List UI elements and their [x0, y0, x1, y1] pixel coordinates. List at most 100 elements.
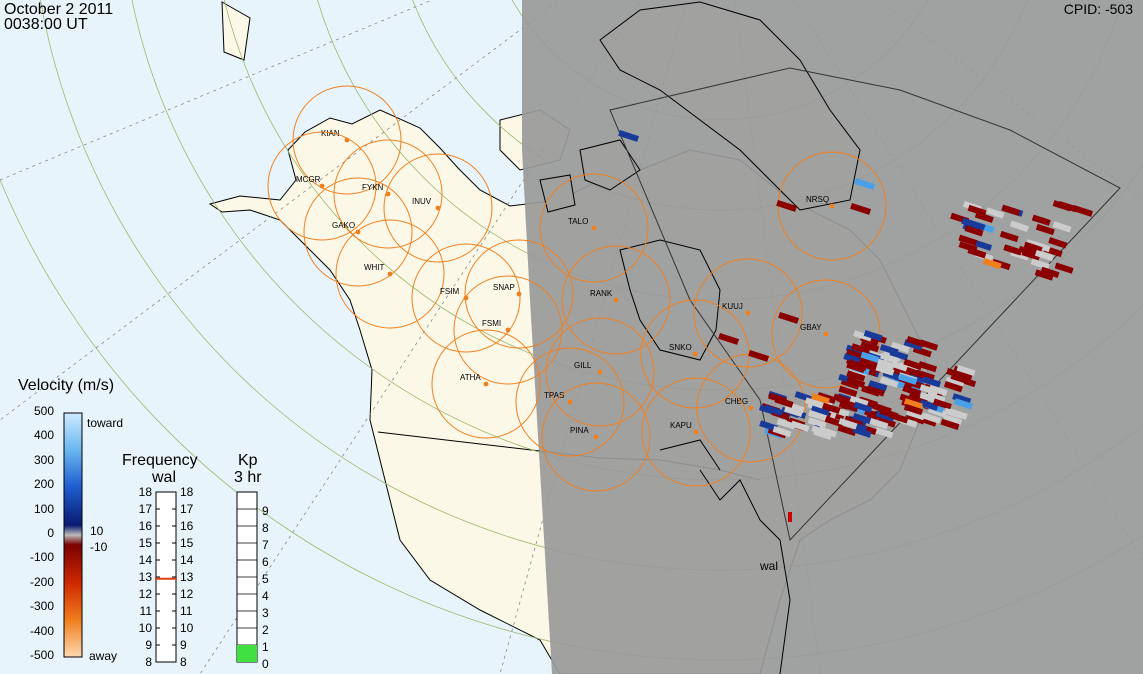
velocity-cell [1031, 214, 1051, 226]
station-site-dot [505, 327, 511, 333]
velocity-cell [1018, 245, 1038, 258]
station-label: KUUJ [722, 302, 743, 311]
velocity-cell [902, 385, 922, 397]
frequency-tick-label: 17 [180, 502, 194, 516]
velocity-cell [748, 349, 770, 362]
velocity-cell [838, 385, 858, 398]
velocity-cell [1003, 244, 1023, 256]
velocity-cell [839, 400, 859, 413]
velocity-cell [928, 384, 948, 397]
velocity-cell [838, 418, 858, 430]
station-fov-circle [335, 219, 445, 329]
velocity-cell [845, 348, 865, 361]
station-label: NRSQ [806, 195, 829, 204]
frequency-tick-label: 12 [180, 587, 194, 601]
velocity-cell [973, 239, 993, 251]
velocity-cell [889, 349, 909, 361]
frequency-tick-label: 18 [138, 485, 152, 499]
frequency-tick-label: 11 [180, 604, 193, 618]
velocity-cell [919, 399, 939, 411]
velocity-cell [918, 361, 938, 373]
kp-level-bar [237, 645, 257, 662]
station-fov-circle [411, 243, 521, 353]
velocity-cell [759, 420, 779, 432]
velocity-cell [843, 353, 863, 365]
velocity-cell [921, 412, 941, 424]
velocity-cell [1034, 269, 1054, 281]
kp-scale [236, 491, 258, 663]
velocity-cell [1052, 200, 1072, 212]
velocity-cell [903, 358, 923, 371]
neg-threshold-label: -10 [90, 540, 108, 554]
velocity-cell [861, 385, 881, 397]
velocity-cell [953, 370, 973, 382]
station-fov-circle [641, 377, 751, 487]
velocity-cell [1040, 266, 1060, 279]
velocity-cell [718, 332, 740, 345]
velocity-cell [1009, 220, 1029, 232]
station-site-dot [693, 429, 699, 435]
kp-tick-label: 1 [262, 639, 269, 654]
kp-tick-label: 5 [262, 571, 269, 586]
velocity-cell [778, 312, 800, 324]
velocity-cell [860, 340, 880, 353]
velocity-tick-label: -500 [29, 648, 54, 662]
station-fov-circle [267, 131, 377, 241]
station-label: INUV [412, 197, 432, 206]
frequency-tick-label: 17 [138, 502, 152, 516]
velocity-cell [851, 343, 871, 355]
velocity-cell [618, 129, 640, 142]
velocity-cell [982, 258, 1002, 270]
station-fov-circle [303, 177, 413, 287]
velocity-cell [940, 418, 960, 431]
velocity-cell [824, 416, 844, 428]
velocity-cell [1052, 221, 1072, 233]
velocity-cell [764, 404, 784, 417]
station-label: SNKO [669, 343, 692, 352]
frequency-tick-label: 14 [180, 553, 194, 567]
station-label: TALO [568, 217, 588, 226]
station-label: FSMI [482, 319, 501, 328]
frequency-tick-label: 9 [180, 638, 187, 652]
kp-tick-label: 7 [262, 537, 269, 552]
station-label: WHIT [364, 263, 385, 272]
toward-label: toward [87, 416, 124, 430]
station-site-dot [435, 205, 441, 211]
frequency-tick-label: 10 [180, 621, 194, 635]
velocity-cell [811, 425, 831, 437]
station-label: TPAS [544, 391, 564, 400]
velocity-cell [863, 330, 883, 342]
velocity-cell [859, 396, 879, 408]
velocity-cell [1035, 223, 1055, 236]
kp-tick-label: 6 [262, 554, 269, 569]
velocity-cell [891, 361, 911, 373]
frequency-tick-label: 12 [138, 587, 152, 601]
station-site-dot [516, 291, 522, 297]
frequency-tick-label: 8 [145, 655, 152, 669]
pos-threshold-label: 10 [90, 524, 104, 538]
velocity-cell [898, 373, 918, 385]
frequency-title: Frequency [122, 452, 198, 469]
velocity-cell [999, 230, 1019, 243]
velocity-cell [808, 409, 828, 422]
station-fov-circles: KIAN MCGR FYKN INUV GAKO WHIT FSIM SNAP FSMI ATHA… [267, 85, 887, 492]
velocity-tick-label: -400 [29, 623, 54, 638]
velocity-cell [846, 376, 866, 389]
velocity-tick-label: 300 [33, 452, 54, 467]
velocity-cell [966, 219, 986, 231]
frequency-tick-label: 16 [138, 519, 152, 533]
station-fov-circle [771, 279, 881, 389]
station-label: GILL [574, 361, 592, 370]
velocity-tick-label: -300 [29, 599, 54, 614]
velocity-cell [905, 367, 925, 379]
velocity-scale-title: Velocity (m/s) [18, 377, 115, 394]
velocity-cell [1072, 204, 1094, 217]
night-terminator [522, 0, 1143, 674]
frequency-tick-label: 13 [138, 570, 152, 584]
kp-subtitle: 3 hr [234, 469, 262, 486]
velocity-cell [904, 403, 923, 416]
velocity-cell [776, 200, 798, 212]
station-site-dot [591, 225, 597, 231]
velocity-tick-label: 100 [33, 501, 54, 516]
